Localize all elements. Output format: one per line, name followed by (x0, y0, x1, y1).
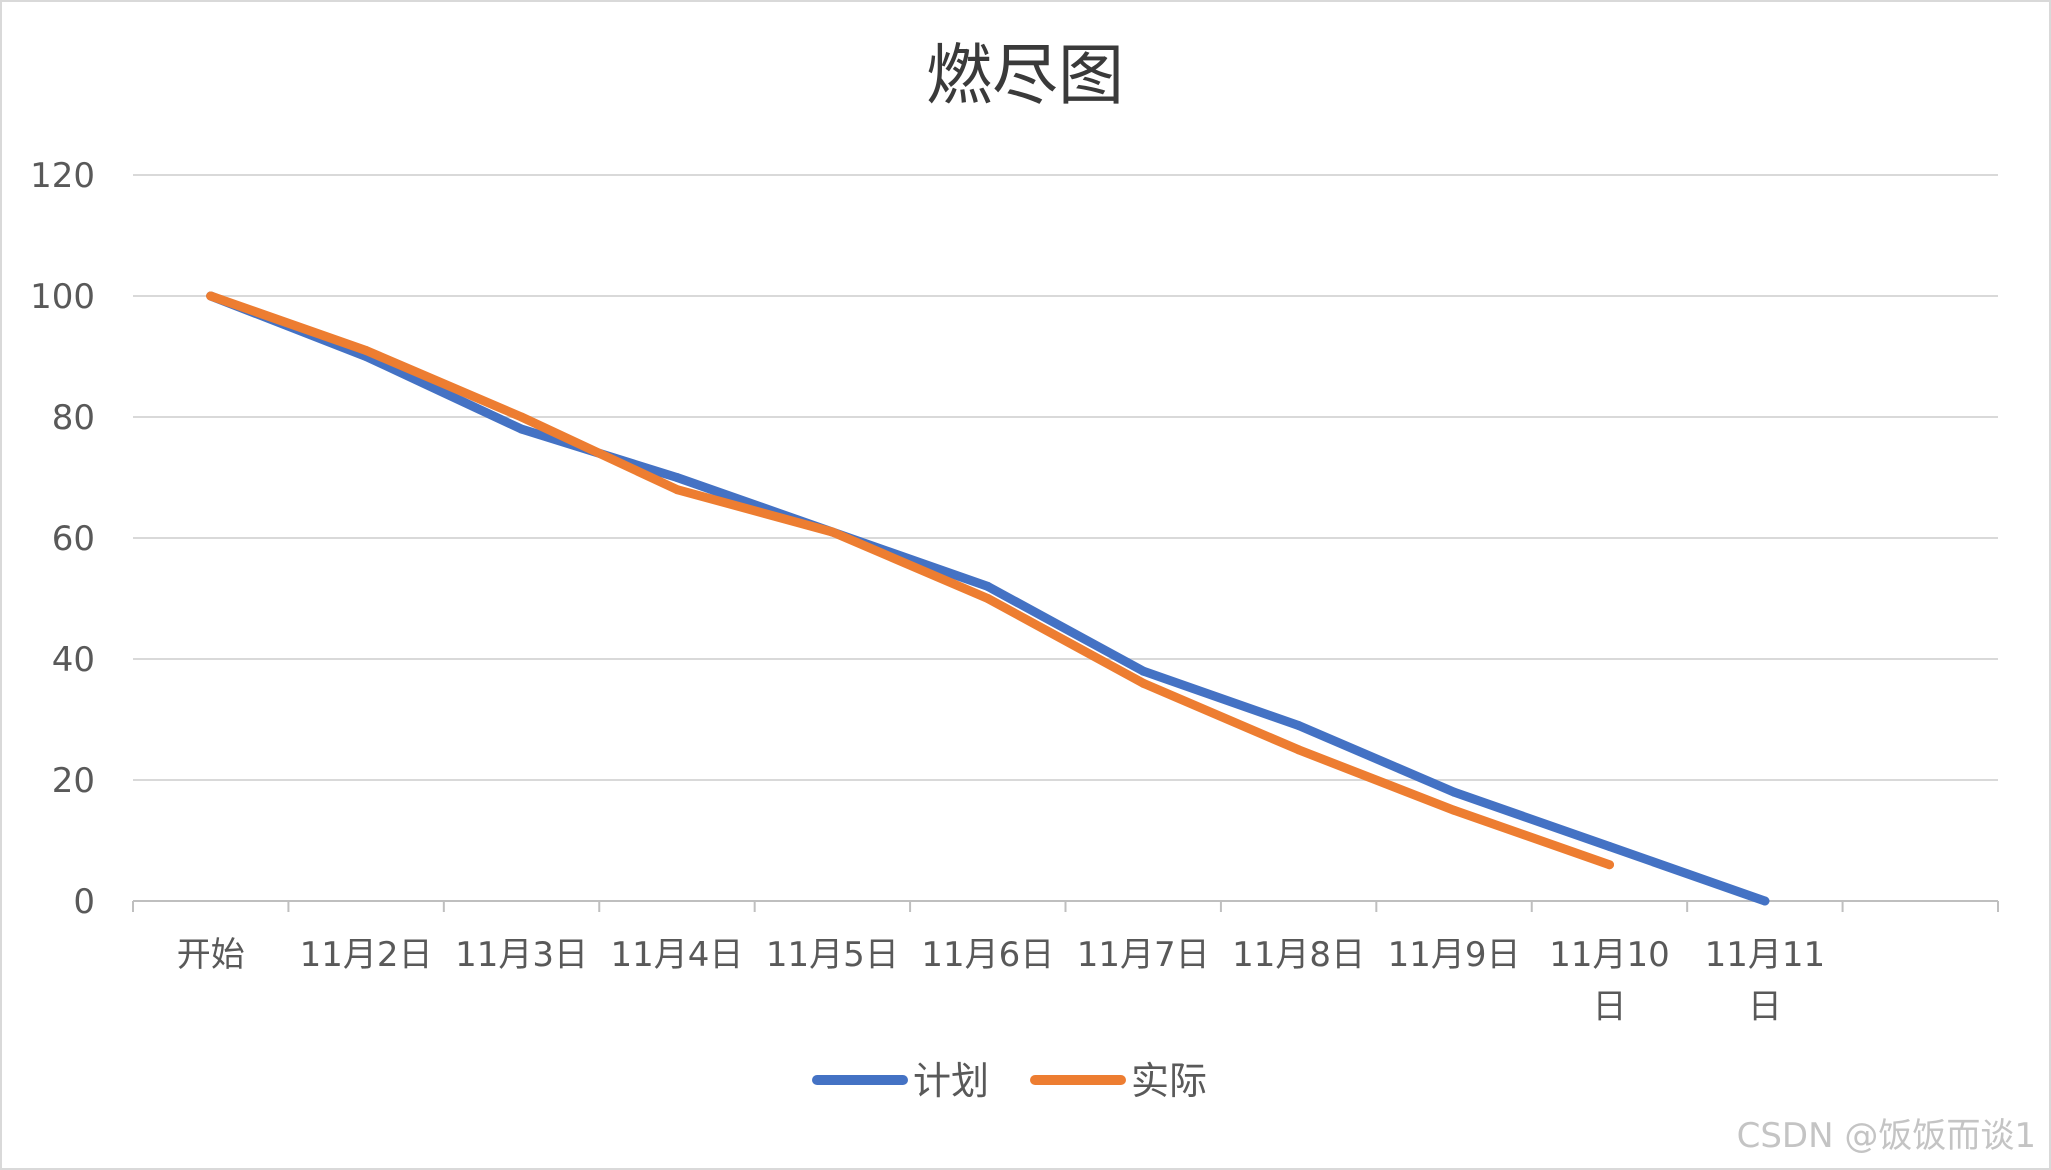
x-tick-label: 11月6日 (921, 935, 1054, 975)
data-point (1449, 805, 1459, 815)
legend-label: 实际 (1131, 1059, 1207, 1103)
y-tick-label: 0 (73, 882, 95, 922)
data-point (1138, 666, 1148, 676)
data-point (1294, 745, 1304, 755)
data-point (1449, 787, 1459, 797)
series-line-actual (206, 291, 1614, 870)
data-point (1138, 678, 1148, 688)
x-tick-label: 11月9日 (1388, 935, 1521, 975)
x-tick-label: 日 (1748, 987, 1782, 1027)
legend-label: 计划 (913, 1059, 989, 1103)
chart-title: 燃尽图 (926, 37, 1124, 114)
data-point (206, 291, 216, 301)
x-tick-label: 11月4日 (611, 935, 744, 975)
legend: 计划 实际 (812, 1059, 1207, 1103)
x-tick-label: 11月7日 (1077, 935, 1210, 975)
gridlines (133, 174, 1998, 781)
y-tick-label: 80 (52, 398, 95, 438)
data-point (827, 527, 837, 537)
data-point (1760, 896, 1770, 906)
x-axis: 开始 11月2日 11月3日 11月4日 11月5日 11月6日 11月7日 11月8日 11月… (132, 900, 1999, 1027)
data-point (361, 346, 371, 355)
data-point (1605, 860, 1614, 870)
data-point (672, 485, 682, 495)
x-tick-label: 开始 (177, 935, 245, 975)
data-point (517, 412, 526, 422)
x-tick-label: 11月11 (1705, 935, 1826, 975)
y-tick-label: 40 (52, 640, 95, 680)
x-tick-label: 日 (1592, 987, 1626, 1027)
watermark: CSDN @饭饭而谈1 (1737, 1116, 2036, 1156)
y-axis: 0 20 40 60 80 100 120 (30, 156, 95, 922)
x-tick-label: 11月2日 (300, 935, 433, 975)
data-point (1605, 842, 1614, 851)
x-tick-label: 11月8日 (1232, 935, 1365, 975)
data-point (1294, 721, 1304, 730)
y-tick-label: 100 (30, 277, 95, 317)
x-tick-label: 11月3日 (455, 935, 588, 975)
y-tick-label: 60 (52, 519, 95, 559)
data-point (983, 594, 993, 603)
data-point (983, 581, 993, 591)
data-point (672, 473, 682, 482)
x-tick-label: 11月10 (1549, 935, 1670, 975)
y-tick-label: 20 (52, 761, 95, 801)
data-point (517, 424, 526, 434)
x-tick-label: 11月5日 (766, 935, 899, 975)
series-lines (206, 291, 1770, 906)
y-tick-label: 120 (30, 156, 95, 196)
